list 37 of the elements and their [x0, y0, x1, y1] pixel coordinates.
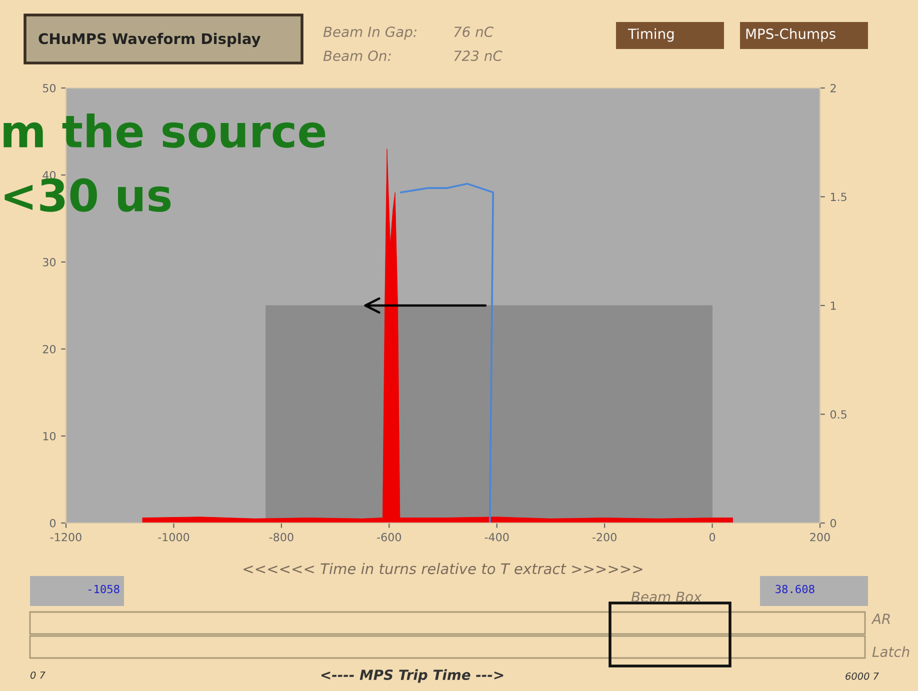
line-series [400, 182, 494, 523]
y2-tick-label: 0.5 [830, 410, 846, 419]
x-tick-label: -200 [592, 532, 616, 542]
y2-tick-label: 2 [830, 84, 836, 92]
y2-tick-label: 1 [830, 302, 836, 310]
text: 6000 7 [846, 672, 879, 680]
y2-tick-label: 1.5 [830, 192, 846, 202]
y-tick-label: 0 [50, 518, 56, 528]
text: <---- MPS Trip Time ---> [321, 669, 504, 683]
text: AR [871, 614, 890, 624]
text: Beam In Gap: [323, 26, 416, 40]
y-tick-label: 20 [42, 344, 56, 354]
x-tick-label: 0 [709, 532, 716, 542]
chart-title: CHuMPS Waveform Display [38, 32, 261, 48]
y-tick-label: 50 [42, 84, 56, 92]
text: Beam Box [631, 592, 702, 602]
y-tick-label: 10 [43, 432, 56, 440]
text: 38.608 [776, 584, 814, 594]
text: 723 nC [454, 50, 502, 62]
x-tick-label: -400 [484, 532, 509, 542]
text: 0 7 [30, 671, 46, 679]
text: Timing [628, 28, 674, 42]
x-axis-title: <<<<<< Time in turns relative to T extract >>>>>> [244, 562, 642, 574]
x-tick-label: -600 [377, 532, 402, 542]
x-tick-label: 200 [810, 532, 830, 542]
text: -1058 [88, 584, 120, 594]
annotation: m the source [4, 113, 326, 148]
text: Beam On: [323, 50, 391, 62]
text: MPS-Chumps [746, 28, 836, 42]
text: Latch [872, 646, 910, 658]
y2-tick-label: 0 [830, 518, 836, 528]
x-tick-label: -1000 [158, 532, 190, 542]
x-tick-label: -1200 [50, 532, 82, 542]
text: 76 nC [454, 26, 494, 38]
y-tick-label: 30 [42, 258, 56, 266]
annotation: <30 us [4, 178, 171, 212]
x-tick-label: -800 [269, 532, 294, 542]
